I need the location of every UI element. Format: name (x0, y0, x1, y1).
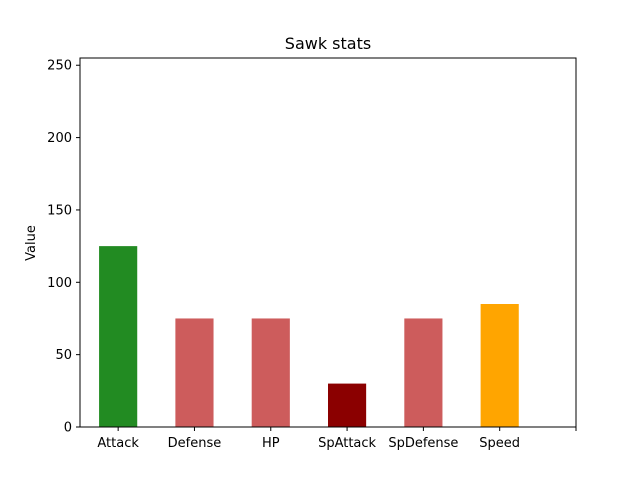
x-tick-label-speed: Speed (479, 436, 520, 451)
x-tick-label-attack: Attack (97, 436, 139, 451)
x-tick-label-hp: HP (262, 436, 280, 451)
x-tick-label-spattack: SpAttack (318, 436, 376, 451)
plot-frame (79, 57, 577, 428)
x-axis: Attack Defense HP SpAttack SpDefense Speed (97, 427, 577, 451)
bar-hp (251, 318, 290, 427)
bar-speed (480, 304, 519, 427)
y-axis: 0 50 100 150 200 250 (47, 59, 80, 436)
y-tick-label: 0 (64, 421, 72, 436)
y-tick-label: 100 (47, 276, 72, 291)
bars-group (99, 246, 519, 427)
x-tick-label-spdefense: SpDefense (388, 436, 458, 451)
y-tick-label: 250 (47, 59, 72, 74)
bar-attack (99, 246, 138, 427)
y-tick-label: 50 (55, 348, 72, 363)
bar-spdefense (404, 318, 443, 427)
chart-title: Sawk stats (285, 34, 371, 53)
y-tick-label: 150 (47, 203, 72, 218)
y-tick-label: 200 (47, 131, 72, 146)
y-axis-label: Value (24, 225, 39, 261)
bar-spattack (328, 383, 367, 427)
bar-defense (175, 318, 214, 427)
x-tick-label-defense: Defense (168, 436, 222, 451)
